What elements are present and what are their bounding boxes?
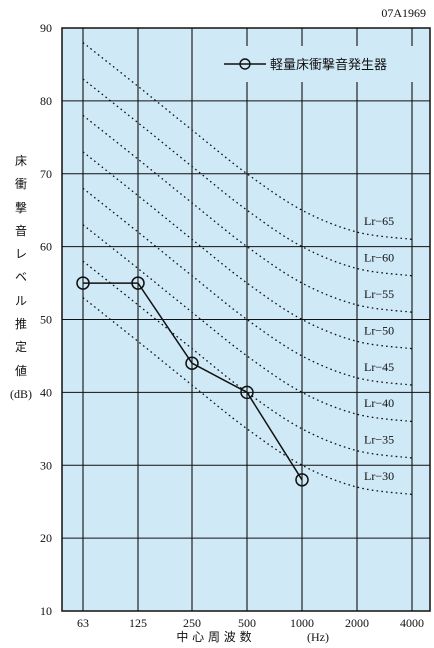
x-axis-unit: (Hz) bbox=[307, 630, 329, 644]
data-point bbox=[295, 473, 309, 487]
reference-curve-label: Lr−60 bbox=[364, 250, 394, 264]
reference-curve-label: Lr−35 bbox=[364, 433, 394, 447]
data-point bbox=[240, 385, 254, 400]
y-axis-label-char: 定 bbox=[14, 340, 27, 355]
y-axis-label-char: 撃 bbox=[14, 200, 27, 215]
reference-curve-label-bg bbox=[360, 432, 410, 448]
reference-curve-label-bg bbox=[360, 359, 410, 375]
y-axis-label-char: ベ bbox=[14, 270, 27, 285]
y-tick-label: 60 bbox=[40, 240, 52, 254]
y-tick-label: 80 bbox=[40, 94, 52, 108]
series-line bbox=[83, 282, 303, 481]
x-tick-labels: 63 125 250 500 1000 2000 4000 bbox=[77, 616, 424, 630]
reference-curve-label: Lr−55 bbox=[364, 287, 394, 301]
data-point bbox=[76, 276, 90, 290]
reference-curve-label-bg bbox=[360, 214, 410, 230]
x-axis-label: 中 心 周 波 数 bbox=[176, 629, 251, 644]
y-axis-unit: (dB) bbox=[10, 386, 32, 401]
y-axis-label-char: 衝 bbox=[14, 177, 27, 192]
reference-curve-label-bg bbox=[360, 323, 410, 339]
y-tick-label: 20 bbox=[40, 531, 52, 545]
reference-curve-label: Lr−65 bbox=[364, 214, 394, 228]
y-axis-label: 床 衝 撃 音 レ ベ ル 推 定 値 (dB) bbox=[6, 150, 36, 406]
legend-marker bbox=[239, 58, 251, 70]
legend: 軽量床衝撃音発生器 bbox=[208, 46, 413, 82]
y-tick-labels: 10 20 30 40 50 60 70 80 90 bbox=[40, 21, 52, 618]
y-axis-label-char: 音 bbox=[14, 223, 27, 238]
y-axis-label-char: ル bbox=[14, 293, 27, 308]
grid bbox=[62, 28, 430, 611]
x-tick-label: 2000 bbox=[345, 616, 369, 630]
reference-curve-label-bg bbox=[360, 396, 410, 412]
y-axis-label-char: 床 bbox=[14, 154, 27, 168]
reference-curve-label-bg bbox=[360, 250, 410, 266]
x-tick-label: 4000 bbox=[400, 616, 424, 630]
reference-curve-label: Lr−45 bbox=[364, 360, 394, 374]
reference-curve-label: Lr−40 bbox=[364, 396, 394, 410]
x-tick-label: 250 bbox=[183, 616, 201, 630]
y-tick-label: 70 bbox=[40, 167, 52, 181]
x-tick-label: 500 bbox=[238, 616, 256, 630]
y-axis-label-char: レ bbox=[14, 247, 27, 262]
data-point bbox=[185, 356, 199, 370]
y-axis-label-char: 値 bbox=[14, 363, 27, 378]
reference-curves: Lr−65 Lr−60 Lr−55 Lr−50 Lr−45 Lr−40 Lr−35 Lr−30 bbox=[82, 42, 413, 496]
y-tick-label: 30 bbox=[40, 458, 52, 472]
y-axis-label-char: 推 bbox=[14, 317, 27, 332]
reference-curve-label: Lr−30 bbox=[364, 469, 394, 483]
reference-curve-label-bg bbox=[360, 469, 410, 485]
x-tick-label: 125 bbox=[129, 616, 147, 630]
reference-curve-label: Lr−50 bbox=[364, 323, 394, 337]
y-tick-label: 40 bbox=[40, 385, 52, 399]
x-tick-label: 1000 bbox=[290, 616, 314, 630]
y-tick-label: 90 bbox=[40, 21, 52, 35]
document-id: 07A1969 bbox=[381, 6, 426, 20]
data-series bbox=[76, 276, 309, 487]
reference-curve-label-bg bbox=[360, 286, 410, 302]
legend-label: 軽量床衝撃音発生器 bbox=[270, 57, 387, 73]
x-tick-label: 63 bbox=[77, 616, 89, 630]
y-tick-label: 10 bbox=[40, 604, 52, 618]
y-tick-label: 50 bbox=[40, 313, 52, 327]
data-point bbox=[131, 276, 145, 290]
